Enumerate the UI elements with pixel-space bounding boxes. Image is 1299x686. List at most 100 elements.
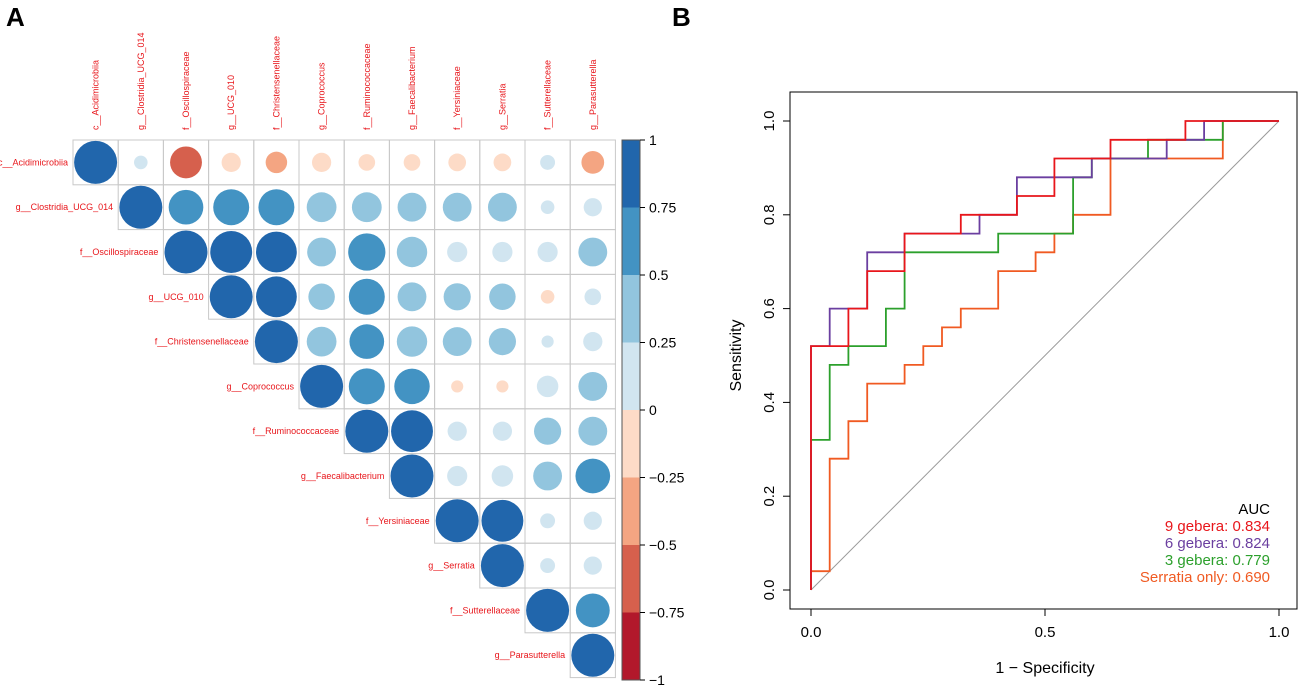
y-tick-label: 0.8 — [761, 204, 778, 225]
column-label: g__Parasutterella — [588, 59, 598, 130]
correlation-circle — [492, 241, 513, 263]
correlation-circle — [442, 192, 472, 222]
correlation-circle — [391, 410, 433, 453]
correlation-circle — [396, 326, 428, 357]
correlation-circle — [164, 230, 208, 274]
colorbar-tick-label: −0.5 — [649, 537, 677, 553]
column-label: c__Acidimicrobiia — [91, 60, 101, 130]
x-tick-label: 1.0 — [1269, 624, 1290, 641]
roc-plot: 0.0 0.5 1.0 0.0 0.2 0.4 0.6 0.8 1.0 1 − Specifici… — [728, 91, 1298, 677]
colorbar-tick-label: −0.75 — [649, 605, 685, 621]
correlation-circle — [526, 588, 570, 632]
correlation-circle — [448, 153, 467, 172]
correlation-circle — [258, 189, 295, 226]
correlation-circle — [394, 368, 430, 405]
correlation-circle — [307, 237, 337, 267]
correlation-circle — [168, 189, 204, 225]
correlation-circle — [578, 371, 608, 401]
y-axis-title: Sensitivity — [728, 319, 745, 391]
column-label: f__Yersiniaceae — [452, 66, 462, 130]
correlation-circle — [584, 288, 602, 306]
x-tick-label: 0.5 — [1035, 624, 1056, 641]
correlation-circle — [496, 380, 509, 393]
correlation-circle — [351, 192, 382, 223]
column-label: f__Oscillospiraceae — [181, 51, 191, 130]
correlation-circle — [306, 326, 337, 357]
row-label: g__Clostridia_UCG_014 — [16, 202, 114, 212]
legend-entry: 9 gebera: 0.834 — [1165, 518, 1270, 535]
legend-entry: 3 gebera: 0.779 — [1165, 552, 1270, 569]
correlation-circle — [348, 368, 385, 405]
correlation-circle — [358, 154, 376, 171]
correlation-circle — [571, 633, 615, 677]
roc-series-line — [810, 120, 1279, 590]
correlation-circle — [493, 153, 512, 172]
column-label: f__Ruminococcaceae — [362, 43, 372, 130]
y-tick-label: 0.2 — [761, 486, 778, 507]
correlation-circle — [487, 192, 517, 222]
correlation-circle — [583, 511, 602, 530]
correlation-matrix: c__Acidimicrobiia g__Clostridia_UCG_014 f_… — [0, 32, 616, 679]
correlation-circle — [492, 421, 513, 441]
correlation-circle — [443, 283, 471, 311]
correlation-circle — [540, 513, 556, 529]
colorbar-segment — [622, 207, 640, 276]
correlation-circle — [534, 417, 562, 445]
panel-a-letter: A — [6, 2, 25, 32]
column-label: g__Coprococcus — [317, 62, 327, 130]
row-label: f__Oscillospiraceae — [80, 247, 159, 257]
colorbar-segment — [622, 275, 640, 343]
column-label: g__UCG_010 — [226, 75, 236, 130]
legend-entry: Serratia only: 0.690 — [1140, 569, 1270, 586]
correlation-circle — [536, 375, 559, 398]
row-label: f__Sutterellaceae — [450, 605, 520, 615]
correlation-circle — [583, 556, 602, 575]
correlation-circle — [390, 454, 434, 498]
correlation-circle — [348, 233, 386, 271]
correlation-circle — [533, 461, 563, 491]
correlation-circle — [583, 331, 603, 352]
correlation-circle — [308, 283, 335, 311]
correlation-circle — [578, 416, 608, 446]
colorbar-segment — [622, 545, 640, 613]
row-label: g__Parasutterella — [495, 650, 566, 660]
correlation-circle — [300, 364, 344, 408]
correlation-circle — [254, 320, 298, 364]
legend-title: AUC — [1238, 501, 1270, 518]
correlation-circle — [540, 200, 555, 214]
reference-diagonal — [810, 120, 1280, 591]
row-label: f__Ruminococcaceae — [253, 426, 340, 436]
correlation-circle — [541, 335, 554, 348]
correlation-circle — [311, 152, 332, 173]
correlation-circle — [447, 241, 468, 263]
matrix-cell — [569, 632, 616, 679]
panel-b-letter: B — [672, 2, 691, 32]
correlation-circle — [451, 380, 464, 393]
correlation-circle — [447, 421, 467, 441]
correlation-circle — [345, 409, 389, 453]
correlation-circle — [119, 185, 163, 229]
colorbar: 1 0.75 0.5 0.25 0 −0.25 −0.5 −0.75 −1 — [621, 132, 685, 686]
correlation-circle — [256, 276, 297, 318]
correlation-circle — [213, 189, 250, 226]
correlation-circle — [221, 152, 241, 173]
correlation-circle — [491, 465, 514, 487]
correlation-circle — [480, 544, 524, 588]
colorbar-tick-label: −1 — [649, 672, 665, 686]
correlation-circle — [575, 593, 610, 628]
roc-series-line — [810, 120, 1279, 590]
row-label: f__Yersiniaceae — [366, 516, 430, 526]
row-label: g__Faecalibacterium — [301, 471, 385, 481]
correlation-circle — [256, 231, 297, 273]
colorbar-segment — [622, 410, 640, 478]
correlation-circle — [403, 154, 421, 171]
y-tick-label: 0.6 — [761, 298, 778, 319]
colorbar-segment — [622, 477, 640, 546]
colorbar-segment — [622, 140, 640, 208]
colorbar-tick-label: 1 — [649, 132, 657, 148]
roc-series-line — [810, 120, 1279, 590]
colorbar-tick-label: 0.5 — [649, 267, 669, 283]
correlation-circle — [397, 282, 427, 312]
correlation-circle — [134, 155, 148, 170]
